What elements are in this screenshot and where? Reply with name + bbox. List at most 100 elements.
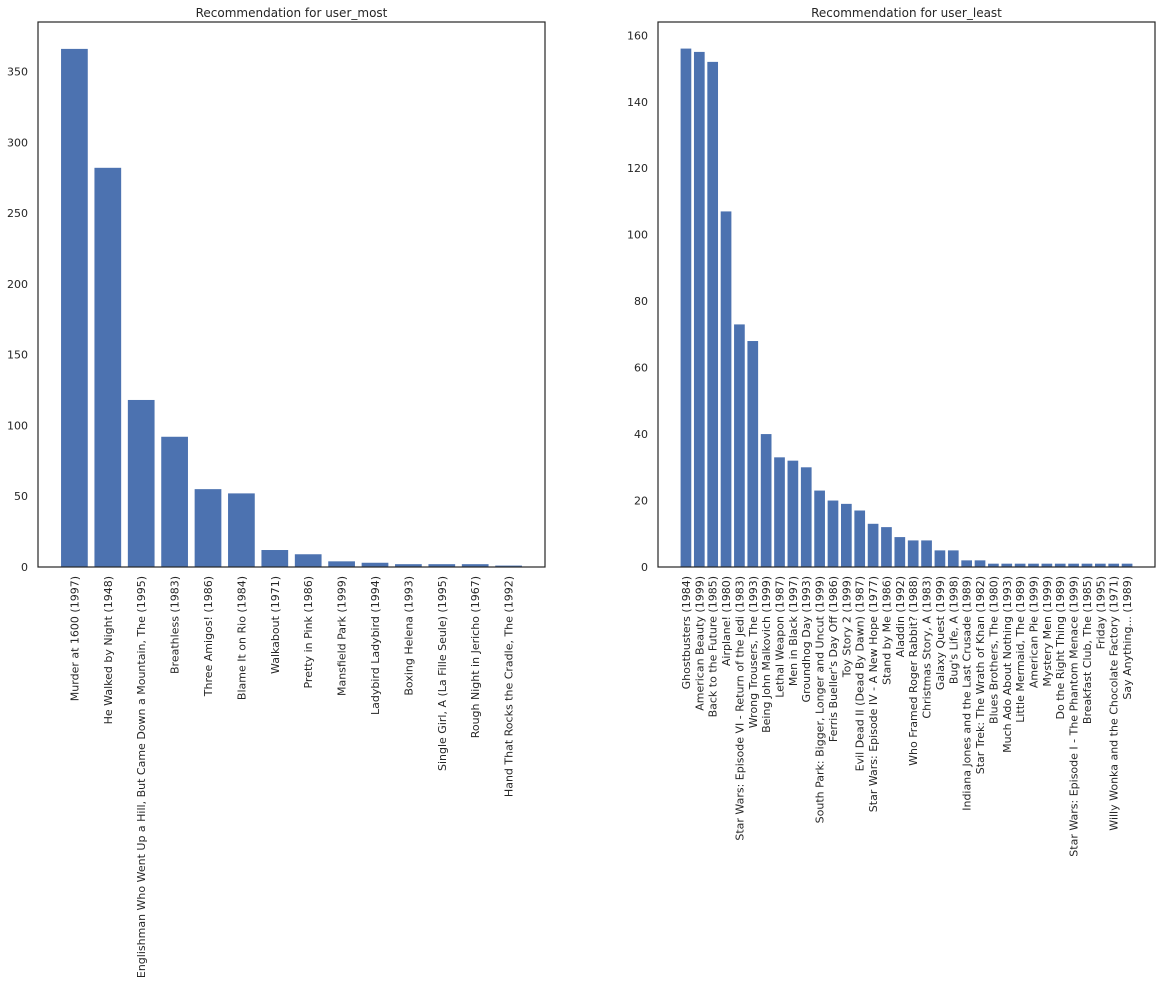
bar [428,564,456,567]
bar [1014,563,1026,567]
bar [961,560,973,567]
bar [867,523,879,567]
y-tick-label: 100 [7,419,28,432]
bar [94,167,122,568]
subplot-1: Murder at 1600 (1997) He Walked by Night … [7,6,546,978]
y-tick-label: 60 [634,362,648,375]
bar [814,490,825,567]
x-tick-label: Mansfield Park (1999) [336,576,349,696]
x-tick-label: Lethal Weapon (1987) [774,576,787,698]
bar [921,540,932,567]
x-tick-label: Say Anything... (1989) [1121,576,1134,700]
bar [495,565,522,567]
y-tick-label: 100 [627,229,648,242]
x-tick-label: Being John Malkovich (1999) [760,576,773,733]
bar [734,324,745,567]
x-tick-label: Back to the Future (1985) [707,576,720,717]
y-tick-label: 120 [627,162,648,175]
bar [261,550,289,567]
chart-title: Recommendation for user_least [811,6,1002,20]
x-tick-label: Bug's Life, A (1998) [947,576,960,684]
x-tick-label: Wrong Trousers, The (1993) [747,576,760,728]
x-tick-label: Star Trek: The Wrath of Khan (1982) [974,576,987,774]
y-tick-label: 0 [21,561,28,574]
y-tick-label: 300 [7,136,28,149]
bar [1108,563,1120,567]
chart-title: Recommendation for user_most [196,6,388,20]
x-tick-label: Stand by Me (1986) [880,576,893,685]
x-tick-label: Single Girl, A (La Fille Seule) (1995) [436,576,449,771]
bar [1121,563,1133,567]
bar [161,436,188,567]
bar [787,460,799,567]
x-tick-label: Toy Story 2 (1999) [840,576,853,678]
y-tick-label: 140 [627,96,648,109]
bar [680,48,692,567]
x-tick-label: Friday (1995) [1094,576,1107,649]
x-tick-label: Blame It on Rio (1984) [235,576,248,700]
bar [881,527,892,567]
bar [194,489,222,567]
x-tick-label: Boxing Helena (1993) [402,576,415,696]
bar [854,510,866,567]
y-tick-label: 250 [7,207,28,220]
x-tick-label: Star Wars: Episode I - The Phantom Menac… [1068,576,1081,857]
bar [1054,563,1066,567]
bar [1041,563,1053,567]
y-tick-label: 200 [7,278,28,291]
bar [1001,563,1013,567]
bar [1028,563,1039,567]
y-tick-label: 50 [14,490,28,503]
bar [907,540,919,567]
x-tick-label: Christmas Story, A (1983) [921,576,934,719]
x-tick-label: Do the Right Thing (1989) [1054,576,1067,719]
bar [228,493,255,567]
x-tick-label: Breakfast Club, The (1985) [1081,576,1094,724]
y-tick-label: 80 [634,295,648,308]
bar [934,550,946,567]
bar [395,564,422,567]
x-tick-label: Ferris Bueller's Day Off (1986) [827,576,840,742]
x-tick-label: Murder at 1600 (1997) [68,576,81,701]
x-tick-label: Little Mermaid, The (1989) [1014,576,1027,723]
x-tick-label: Blues Brothers, The (1980) [987,576,1000,724]
bar [720,211,732,568]
bar [988,563,999,567]
bar [774,457,785,567]
x-tick-label: American Beauty (1999) [693,576,706,711]
y-tick-label: 20 [634,495,648,508]
bar [1068,563,1079,567]
x-tick-label: Hand That Rocks the Cradle, The (1992) [503,576,516,797]
y-tick-label: 40 [634,428,648,441]
bar [294,554,322,567]
x-tick-label: Much Ado About Nothing (1993) [1001,576,1014,753]
y-tick-label: 0 [641,561,648,574]
bar [747,341,759,567]
x-tick-label: American Pie (1999) [1027,576,1040,688]
bar [1081,563,1093,567]
y-tick-label: 160 [627,29,648,42]
x-tick-label: Aladdin (1992) [894,576,907,657]
axes-frame [37,21,546,568]
bar [127,399,155,567]
x-tick-label: Star Wars: Episode VI - Return of the Je… [733,576,746,841]
x-tick-label: Star Wars: Episode IV - A New Hope (1977… [867,576,880,812]
subplot-2: Ghostbusters (1984) American Beauty (1999… [627,6,1156,857]
bar [693,51,705,568]
bar [361,562,389,567]
bar [894,537,906,567]
x-tick-label: Airplane! (1980) [720,576,733,666]
x-tick-label: Breathless (1983) [169,576,182,674]
bar [328,561,355,567]
x-tick-label: Mystery Men (1999) [1041,576,1054,687]
bar [61,48,88,567]
bar [1094,563,1106,567]
x-tick-label: Evil Dead II (Dead By Dawn) (1987) [854,576,867,771]
x-tick-label: Ghostbusters (1984) [680,576,693,689]
x-tick-label: Rough Night in Jericho (1967) [469,576,482,738]
bar [707,61,719,567]
x-tick-label: Englishman Who Went Up a Hill, But Came … [135,576,148,978]
x-tick-label: Pretty in Pink (1986) [302,576,315,689]
x-tick-label: Walkabout (1971) [269,576,282,674]
